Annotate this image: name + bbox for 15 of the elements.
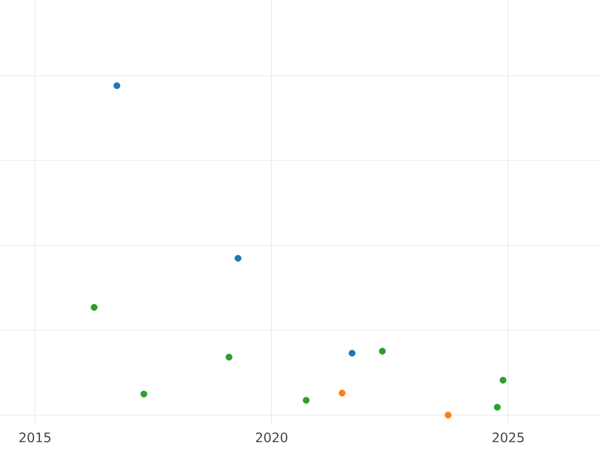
point (302, 396, 310, 404)
point (338, 390, 346, 396)
point (90, 304, 98, 311)
point (113, 82, 120, 90)
point (444, 412, 452, 419)
point (140, 390, 148, 398)
x-tick-label: 2015 (19, 432, 50, 442)
x-tick-label: 2025 (492, 432, 524, 442)
point (226, 354, 232, 361)
point (494, 404, 501, 411)
x-tick-label: 2020 (256, 432, 288, 442)
point (234, 254, 242, 262)
point (500, 376, 506, 384)
point (348, 350, 356, 357)
point (378, 348, 386, 355)
